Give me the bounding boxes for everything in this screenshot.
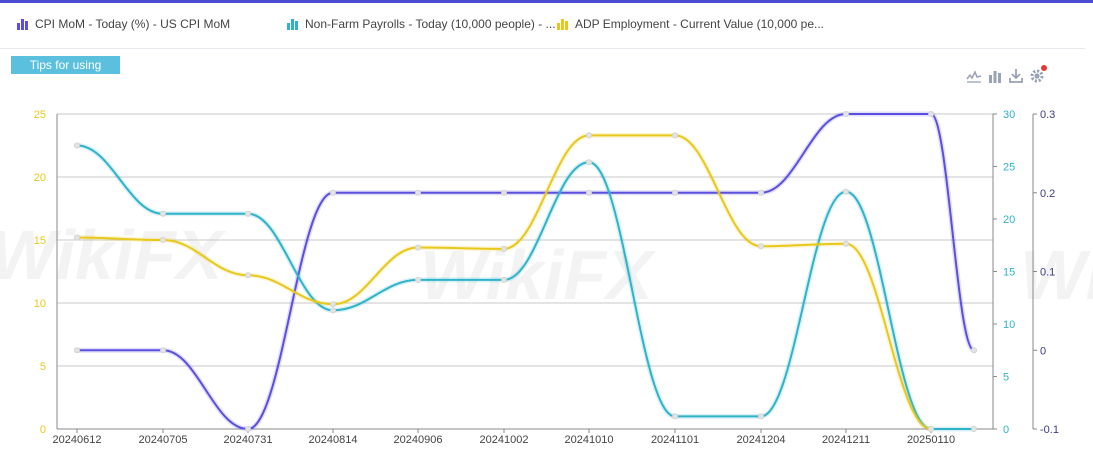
data-point [500,245,507,252]
data-point [586,189,593,196]
chart-toolbar [966,65,1047,84]
data-point [672,413,679,420]
data-point [159,347,166,354]
x-tick-label: 20241010 [565,434,614,446]
data-point [329,301,336,308]
legend-label-nfp: Non-Farm Payrolls - Today (10,000 people… [305,17,556,31]
legend-item-nfp[interactable]: Non-Farm Payrolls - Today (10,000 people… [287,17,556,31]
y-left-tick-label: 10 [34,298,46,310]
data-point [971,425,978,432]
legend-divider [0,48,1085,49]
data-point [672,132,679,139]
data-point [971,347,978,354]
series-line-1 [76,144,974,431]
x-tick-label: 20241101 [651,434,699,446]
data-point [74,142,81,149]
bar-chart-icon [287,18,299,30]
data-point [843,240,850,247]
download-icon[interactable] [1008,68,1024,84]
y-right1-tick-label: 10 [1003,319,1015,331]
data-point [244,210,251,217]
x-tick-label: 20241211 [822,434,870,446]
data-point [414,276,421,283]
data-point [500,276,507,283]
data-point [414,244,421,251]
y-right2-tick-label: 0 [1040,345,1046,357]
legend-item-adp[interactable]: ADP Employment - Current Value (10,000 p… [557,17,824,31]
notification-dot [1041,65,1047,71]
top-accent-line [0,0,1093,3]
data-point [500,189,507,196]
data-point [586,159,593,166]
y-right2-tick-label: 0.1 [1040,267,1055,279]
data-point [586,132,593,139]
data-point [159,210,166,217]
y-right1-tick-label: 25 [1003,162,1015,174]
line-chart-icon[interactable] [966,68,982,84]
data-point [843,111,850,118]
x-tick-label: 20241002 [480,434,529,446]
series-line-0 [77,112,975,431]
legend-label-cpi: CPI MoM - Today (%) - US CPI MoM [35,17,231,31]
data-point [329,189,336,196]
x-tick-label: 20240906 [394,434,443,446]
y-left-tick-label: 20 [34,172,46,184]
y-left-tick-label: 0 [40,424,46,436]
chart-legend: CPI MoM - Today (%) - US CPI MoM Non-Far… [0,17,1093,35]
data-point [244,272,251,279]
bar-chart-icon [557,18,569,30]
data-point [414,189,421,196]
data-point [758,189,765,196]
gear-icon[interactable] [1029,65,1047,84]
y-right1-tick-label: 5 [1003,372,1009,384]
data-point [329,307,336,314]
x-tick-label: 20240731 [224,434,273,446]
x-tick-label: 20250110 [907,434,955,446]
x-tick-label: 20240705 [139,434,188,446]
y-left-tick-label: 15 [34,235,46,247]
series-glow-1 [76,143,974,432]
data-point [74,234,81,241]
data-point [758,243,765,250]
bar-chart-icon [17,18,29,30]
data-point [928,111,935,118]
y-right2-tick-label: 0.2 [1040,188,1055,200]
x-tick-label: 20241204 [737,434,786,446]
series-glow-0 [77,111,977,432]
x-tick-label: 20240612 [53,434,102,446]
y-right2-tick-label: -0.1 [1040,424,1059,436]
data-point [74,347,81,354]
x-tick-label: 20240814 [309,434,358,446]
data-point [928,425,935,432]
y-right1-tick-label: 0 [1003,424,1009,436]
y-left-tick-label: 25 [34,109,46,121]
y-left-tick-label: 5 [40,361,46,373]
y-right1-tick-label: 20 [1003,214,1015,226]
legend-label-adp: ADP Employment - Current Value (10,000 p… [575,17,825,31]
legend-item-cpi[interactable]: CPI MoM - Today (%) - US CPI MoM [17,17,230,31]
tips-button[interactable]: Tips for using [11,56,120,74]
y-right1-tick-label: 30 [1003,109,1015,121]
data-point [758,413,765,420]
data-point [244,425,251,432]
data-point [159,236,166,243]
data-point [843,188,850,195]
y-right1-tick-label: 15 [1003,267,1015,279]
data-point [672,189,679,196]
series-line-2 [76,134,932,430]
y-right2-tick-label: 0.3 [1040,109,1055,121]
bar-chart-icon[interactable] [987,68,1003,84]
